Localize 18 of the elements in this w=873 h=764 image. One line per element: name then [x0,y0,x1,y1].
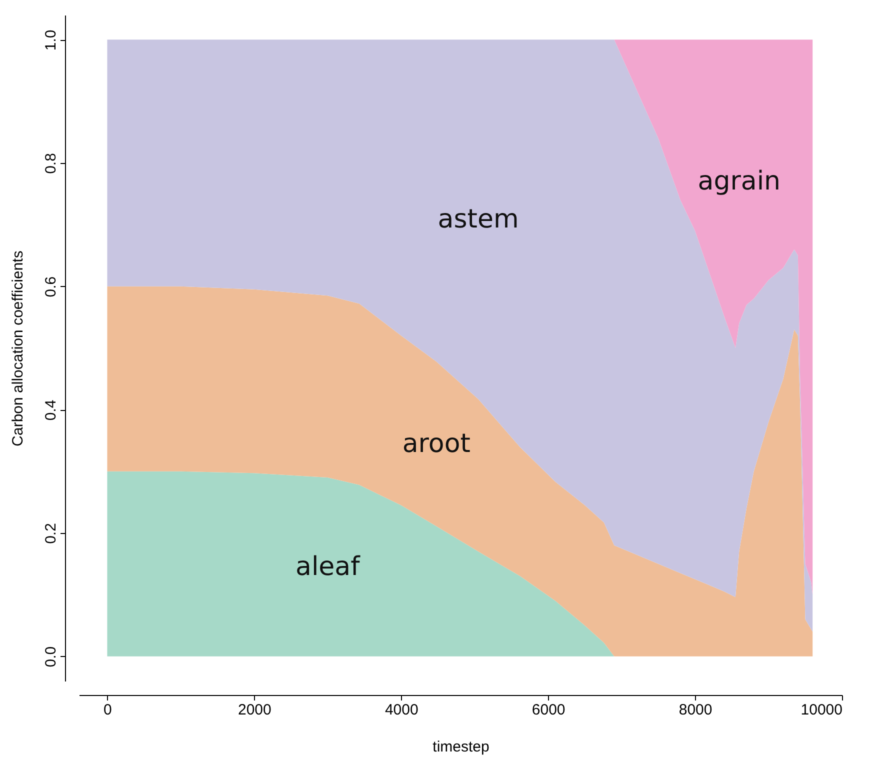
y-tick-label: 0.0 [42,646,60,668]
x-axis-title: timestep [432,738,490,756]
series-label: astem [438,204,519,234]
x-tick-label: 4000 [384,702,418,718]
series-label: agrain [698,166,781,196]
series-label: aroot [402,428,470,459]
x-tick-label: 0 [104,702,112,718]
y-tick-label: 0.2 [42,523,60,544]
y-tick-label: 1.0 [42,30,60,51]
y-tick-label: 0.8 [42,153,60,174]
x-tick-label: 10000 [800,702,842,718]
y-tick-label: 0.6 [42,276,60,298]
series-label: aleaf [296,552,361,582]
x-tick-label: 6000 [532,702,566,718]
y-tick-label: 0.4 [42,400,60,421]
y-axis-title: Carbon allocation coefficients [10,250,26,446]
x-tick-label: 8000 [678,702,712,718]
x-tick-label: 2000 [238,702,272,718]
